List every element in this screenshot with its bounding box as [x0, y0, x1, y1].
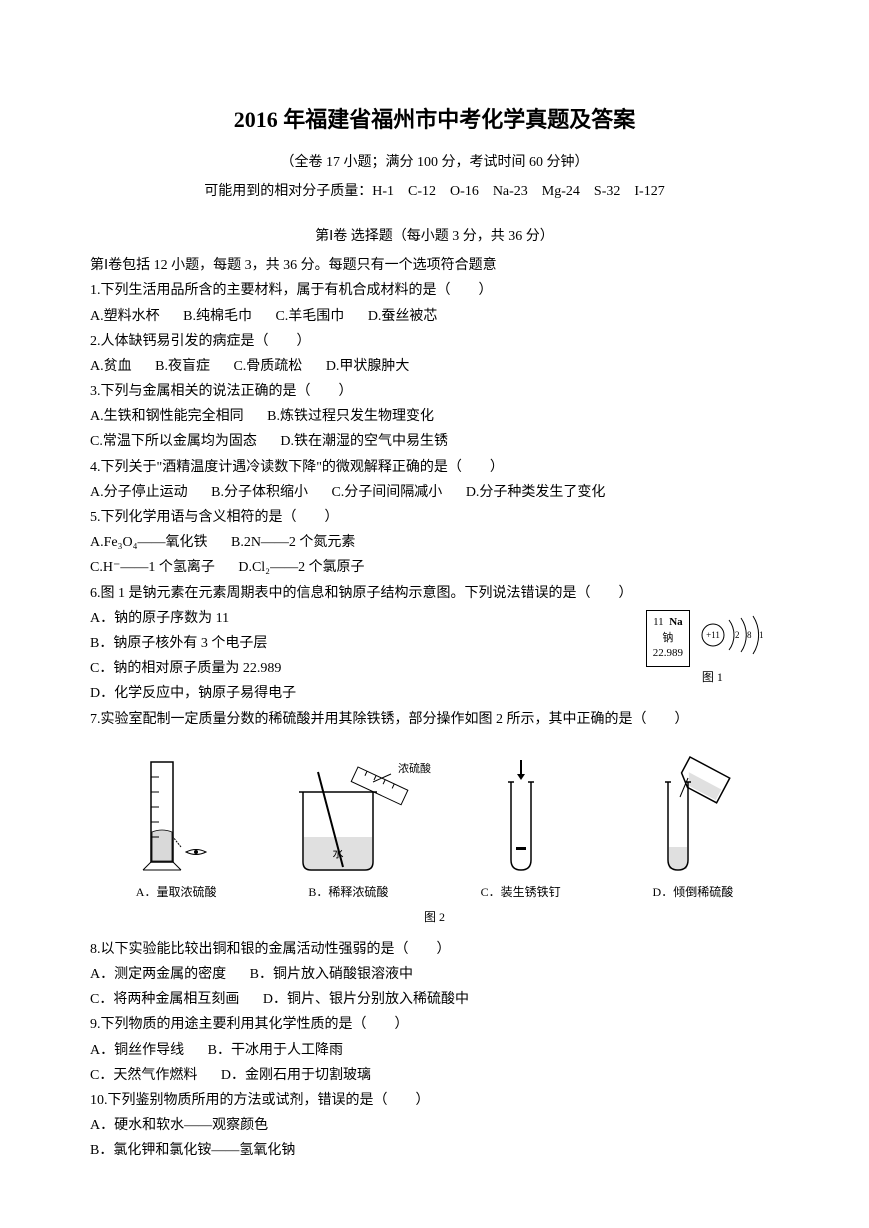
svg-text:2: 2	[735, 630, 740, 640]
q9-c: C．天然气作燃料	[90, 1068, 197, 1083]
q5-a: A.Fe₃O₄——氧化铁	[90, 535, 207, 550]
nucleus-label: +11	[706, 630, 720, 640]
q5-choices-2: C.H⁻——1 个氢离子 D.Cl₂——2 个氯原子	[90, 555, 779, 580]
q9-choices: A．铜丝作导线 B．干冰用于人工降雨	[90, 1038, 779, 1063]
section-1-header: 第Ⅰ卷 选择题（每小题 3 分，共 36 分）	[90, 224, 779, 249]
subfig-c: C．装生锈铁钉	[435, 752, 607, 904]
element-box: 11 Na 钠 22.989	[646, 610, 690, 666]
element-symbol: Na	[669, 616, 682, 628]
q4-a: A.分子停止运动	[90, 485, 188, 500]
q10-b: B．氯化钾和氯化铵——氢氧化钠	[90, 1138, 779, 1163]
q1-choices: A.塑料水杯 B.纯棉毛巾 C.羊毛围巾 D.蚕丝被芯	[90, 304, 779, 329]
element-num: 11	[653, 616, 664, 628]
q8-choices-2: C．将两种金属相互刻画 D．铜片、银片分别放入稀硫酸中	[90, 987, 779, 1012]
svg-text:1: 1	[759, 630, 764, 640]
q7-stem: 7.实验室配制一定质量分数的稀硫酸并用其除铁锈，部分操作如图 2 所示，其中正确…	[90, 707, 779, 732]
page-title: 2016 年福建省福州市中考化学真题及答案	[90, 100, 779, 140]
svg-text:浓硫酸: 浓硫酸	[398, 761, 431, 775]
element-name: 钠	[662, 632, 673, 644]
element-mass: 22.989	[653, 647, 683, 659]
subfig-b-label: B．稀释浓硫酸	[262, 882, 434, 904]
subtitle-info: （全卷 17 小题；满分 100 分，考试时间 60 分钟）	[90, 150, 779, 175]
q1-a: A.塑料水杯	[90, 309, 160, 324]
q5-choices: A.Fe₃O₄——氧化铁 B.2N——2 个氮元素	[90, 530, 779, 555]
q5-stem: 5.下列化学用语与含义相符的是（ ）	[90, 505, 779, 530]
q2-stem: 2.人体缺钙易引发的病症是（ ）	[90, 329, 779, 354]
q3-d: D.铁在潮湿的空气中易生锈	[280, 434, 448, 449]
q4-choices: A.分子停止运动 B.分子体积缩小 C.分子间间隔减小 D.分子种类发生了变化	[90, 480, 779, 505]
q3-choices-2: C.常温下所以金属均为固态 D.铁在潮湿的空气中易生锈	[90, 429, 779, 454]
q3-choices: A.生铁和钢性能完全相同 B.炼铁过程只发生物理变化	[90, 404, 779, 429]
q5-c: C.H⁻——1 个氢离子	[90, 560, 215, 575]
subfig-a: A．量取浓硫酸	[90, 752, 262, 904]
q2-c: C.骨质疏松	[233, 359, 302, 374]
q1-b: B.纯棉毛巾	[183, 309, 252, 324]
section-1-note: 第Ⅰ卷包括 12 小题，每题 3，共 36 分。每题只有一个选项符合题意	[90, 253, 779, 278]
figure-2: A．量取浓硫酸 水 浓硫酸 B．稀释浓硫酸	[90, 752, 779, 904]
q9-a: A．铜丝作导线	[90, 1043, 184, 1058]
q1-stem: 1.下列生活用品所含的主要材料，属于有机合成材料的是（ ）	[90, 278, 779, 303]
q8-c: C．将两种金属相互刻画	[90, 992, 239, 1007]
q2-b: B.夜盲症	[155, 359, 210, 374]
figure-2-label: 图 2	[90, 907, 779, 929]
q9-b: B．干冰用于人工降雨	[208, 1043, 343, 1058]
q8-stem: 8.以下实验能比较出铜和银的金属活动性强弱的是（ ）	[90, 937, 779, 962]
q10-a: A．硬水和软水——观察颜色	[90, 1113, 779, 1138]
q4-c: C.分子间间隔减小	[331, 485, 442, 500]
molar-mass-info: 可能用到的相对分子质量：H-1 C-12 O-16 Na-23 Mg-24 S-…	[90, 179, 779, 204]
q5-d: D.Cl₂——2 个氯原子	[238, 560, 364, 575]
q8-a: A．测定两金属的密度	[90, 967, 226, 982]
q8-b: B．铜片放入硝酸银溶液中	[250, 967, 413, 982]
q4-b: B.分子体积缩小	[211, 485, 308, 500]
subfig-b: 水 浓硫酸 B．稀释浓硫酸	[262, 752, 434, 904]
figure-1: 11 Na 钠 22.989 +11 2 8 1 图 1	[646, 610, 779, 689]
q3-a: A.生铁和钢性能完全相同	[90, 409, 244, 424]
q8-d: D．铜片、银片分别放入稀硫酸中	[263, 992, 469, 1007]
q2-d: D.甲状腺肿大	[326, 359, 410, 374]
subfig-d: D．倾倒稀硫酸	[607, 752, 779, 904]
subfig-c-label: C．装生锈铁钉	[435, 882, 607, 904]
figure-1-label: 图 1	[646, 667, 779, 689]
q6-stem: 6.图 1 是钠元素在元素周期表中的信息和钠原子结构示意图。下列说法错误的是（ …	[90, 581, 779, 606]
q4-stem: 4.下列关于"酒精温度计遇冷读数下降"的微观解释正确的是（ ）	[90, 455, 779, 480]
svg-text:8: 8	[747, 630, 752, 640]
q8-choices: A．测定两金属的密度 B．铜片放入硝酸银溶液中	[90, 962, 779, 987]
q10-stem: 10.下列鉴别物质所用的方法或试剂，错误的是（ ）	[90, 1088, 779, 1113]
subfig-a-label: A．量取浓硫酸	[90, 882, 262, 904]
q3-stem: 3.下列与金属相关的说法正确的是（ ）	[90, 379, 779, 404]
q9-stem: 9.下列物质的用途主要利用其化学性质的是（ ）	[90, 1012, 779, 1037]
q9-choices-2: C．天然气作燃料 D．金刚石用于切割玻璃	[90, 1063, 779, 1088]
subfig-d-label: D．倾倒稀硫酸	[607, 882, 779, 904]
q2-choices: A.贫血 B.夜盲症 C.骨质疏松 D.甲状腺肿大	[90, 354, 779, 379]
q9-d: D．金刚石用于切割玻璃	[221, 1068, 371, 1083]
atom-diagram: +11 2 8 1	[699, 610, 779, 668]
q2-a: A.贫血	[90, 359, 132, 374]
q3-c: C.常温下所以金属均为固态	[90, 434, 257, 449]
q3-b: B.炼铁过程只发生物理变化	[267, 409, 434, 424]
q5-b: B.2N——2 个氮元素	[231, 535, 355, 550]
q1-d: D.蚕丝被芯	[368, 309, 438, 324]
q1-c: C.羊毛围巾	[275, 309, 344, 324]
q4-d: D.分子种类发生了变化	[466, 485, 606, 500]
